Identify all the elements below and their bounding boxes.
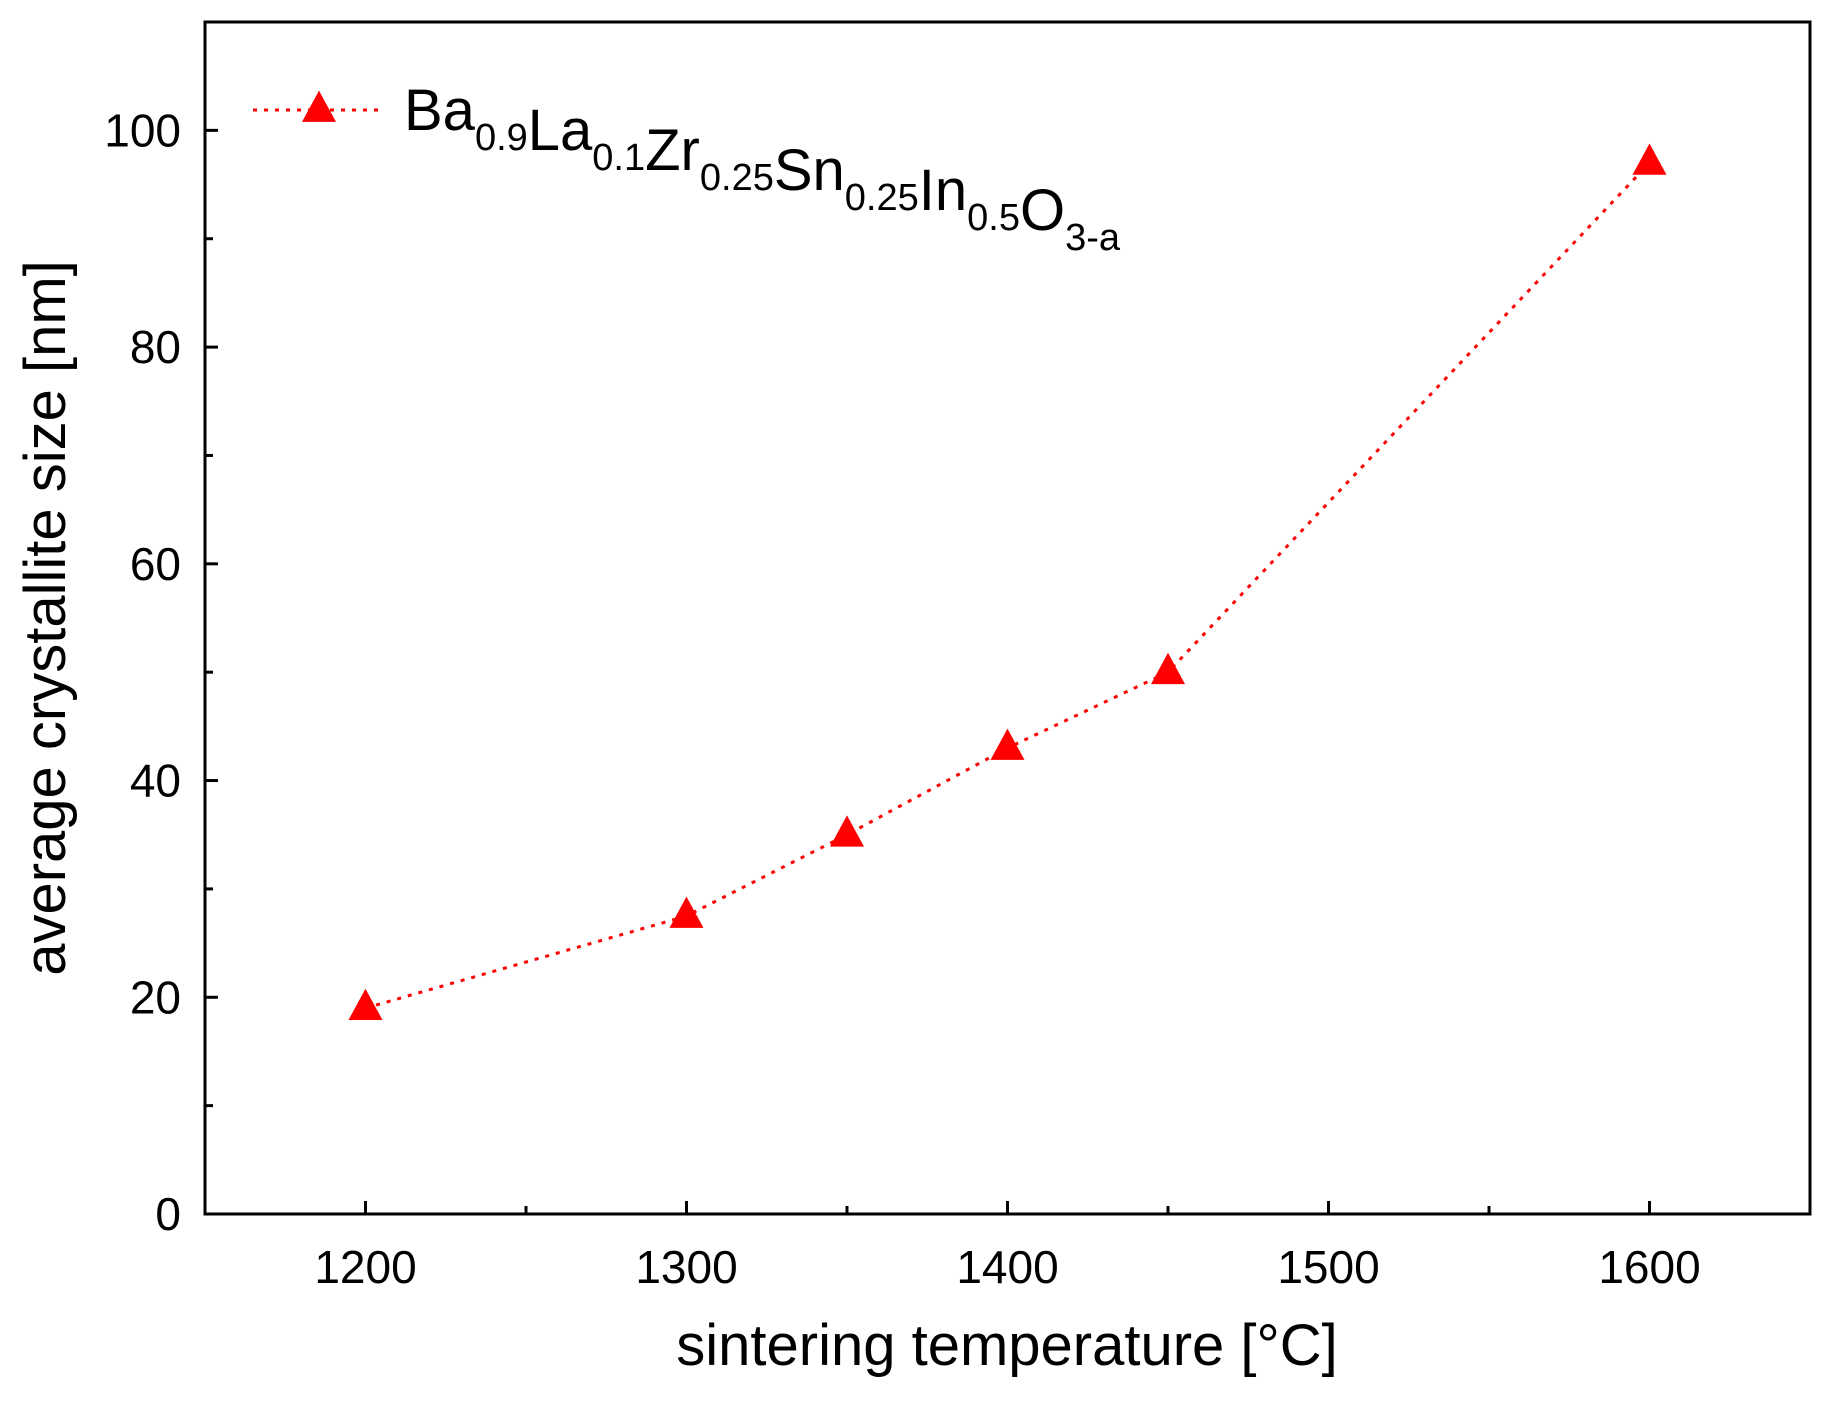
x-tick-label: 1400 [956,1241,1058,1293]
data-point-marker [1151,652,1185,685]
legend: Ba0.9La0.1Zr0.25Sn0.25In0.5O3-a [253,78,1121,259]
y-axis-ticks: 0 20 40 60 80 100 [104,104,218,1240]
y-tick-label: 20 [130,971,181,1023]
data-point-marker [1632,143,1667,175]
x-tick-label: 1500 [1277,1241,1379,1293]
x-axis-ticks: 1200 1300 1400 1500 1600 [314,1201,1701,1293]
y-tick-label: 60 [130,538,181,590]
legend-label: Ba0.9La0.1Zr0.25Sn0.25In0.5O3-a [404,78,1121,259]
series-layer [348,143,1667,1020]
legend-marker [302,90,336,122]
y-tick-label: 40 [130,755,181,807]
data-point-marker [669,896,704,928]
x-tick-label: 1200 [314,1241,416,1293]
y-tick-label: 0 [155,1188,181,1240]
y-tick-label: 80 [130,321,181,373]
x-tick-label: 1600 [1598,1241,1700,1293]
x-tick-label: 1300 [635,1241,737,1293]
x-axis-title: sintering temperature [°C] [676,1313,1337,1378]
data-point-marker [830,815,864,847]
series-line [365,161,1651,1010]
y-axis-title: average crystallite size [nm] [13,260,78,976]
data-point-marker [348,988,383,1020]
data-point-marker [990,728,1025,760]
y-tick-label: 100 [104,104,181,156]
